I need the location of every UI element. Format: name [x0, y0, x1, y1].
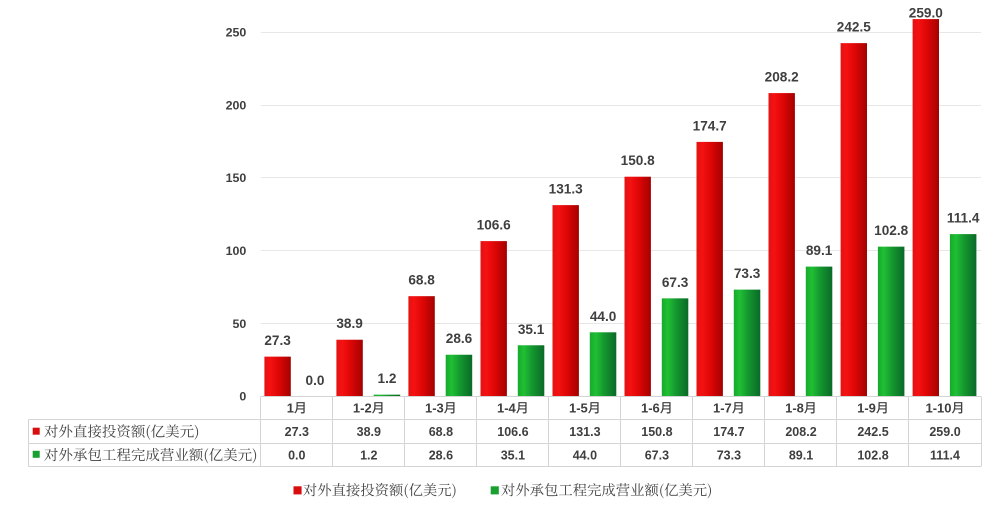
svg-text:259.0: 259.0	[929, 425, 960, 439]
svg-text:242.5: 242.5	[837, 20, 871, 35]
svg-text:27.3: 27.3	[264, 333, 291, 348]
svg-text:1-4: 1-4	[497, 401, 517, 416]
svg-text:0: 0	[239, 390, 246, 404]
svg-text:106.6: 106.6	[477, 218, 511, 233]
svg-text:242.5: 242.5	[857, 425, 888, 439]
svg-text:1-6: 1-6	[641, 401, 660, 416]
svg-text:50: 50	[233, 317, 247, 331]
svg-text:1-2: 1-2	[353, 401, 372, 416]
svg-text:38.9: 38.9	[336, 316, 363, 331]
svg-text:102.8: 102.8	[857, 448, 888, 462]
svg-text:208.2: 208.2	[765, 70, 799, 85]
svg-text:150.8: 150.8	[621, 153, 655, 168]
svg-text:1-10: 1-10	[926, 401, 952, 416]
svg-text:208.2: 208.2	[785, 425, 816, 439]
svg-text:1.2: 1.2	[360, 448, 377, 462]
svg-text:1-8: 1-8	[785, 401, 804, 416]
svg-text:35.1: 35.1	[518, 322, 545, 337]
svg-text:106.6: 106.6	[497, 425, 528, 439]
svg-text:89.1: 89.1	[789, 448, 813, 462]
svg-text:111.4: 111.4	[947, 211, 980, 226]
svg-text:67.3: 67.3	[645, 448, 669, 462]
svg-text:150: 150	[226, 171, 247, 185]
svg-text:1-3: 1-3	[425, 401, 444, 416]
svg-text:89.1: 89.1	[806, 243, 833, 258]
svg-text:259.0: 259.0	[909, 6, 943, 21]
svg-text:131.3: 131.3	[569, 425, 600, 439]
svg-text:1.2: 1.2	[378, 371, 397, 386]
svg-text:28.6: 28.6	[446, 331, 473, 346]
svg-text:44.0: 44.0	[590, 309, 616, 324]
svg-text:38.9: 38.9	[357, 425, 381, 439]
svg-text:111.4: 111.4	[930, 448, 960, 462]
svg-text:174.7: 174.7	[713, 425, 744, 439]
svg-text:0.0: 0.0	[288, 448, 305, 462]
svg-text:44.0: 44.0	[573, 448, 597, 462]
svg-text:1-7: 1-7	[713, 401, 732, 416]
svg-text:150.8: 150.8	[641, 425, 672, 439]
svg-text:102.8: 102.8	[874, 223, 908, 238]
svg-text:1: 1	[287, 401, 294, 416]
svg-text:174.7: 174.7	[693, 118, 727, 133]
svg-text:73.3: 73.3	[734, 266, 761, 281]
svg-text:1-9: 1-9	[857, 401, 876, 416]
svg-text:1-5: 1-5	[569, 401, 588, 416]
svg-text:27.3: 27.3	[285, 425, 309, 439]
svg-text:131.3: 131.3	[549, 182, 583, 197]
svg-text:68.8: 68.8	[408, 273, 435, 288]
svg-text:67.3: 67.3	[662, 275, 689, 290]
svg-text:68.8: 68.8	[429, 425, 453, 439]
svg-text:73.3: 73.3	[717, 448, 741, 462]
svg-text:250: 250	[226, 26, 247, 40]
svg-text:100: 100	[226, 244, 247, 258]
svg-text:35.1: 35.1	[501, 448, 525, 462]
svg-text:28.6: 28.6	[429, 448, 453, 462]
svg-text:200: 200	[226, 98, 247, 112]
svg-text:0.0: 0.0	[306, 373, 325, 388]
